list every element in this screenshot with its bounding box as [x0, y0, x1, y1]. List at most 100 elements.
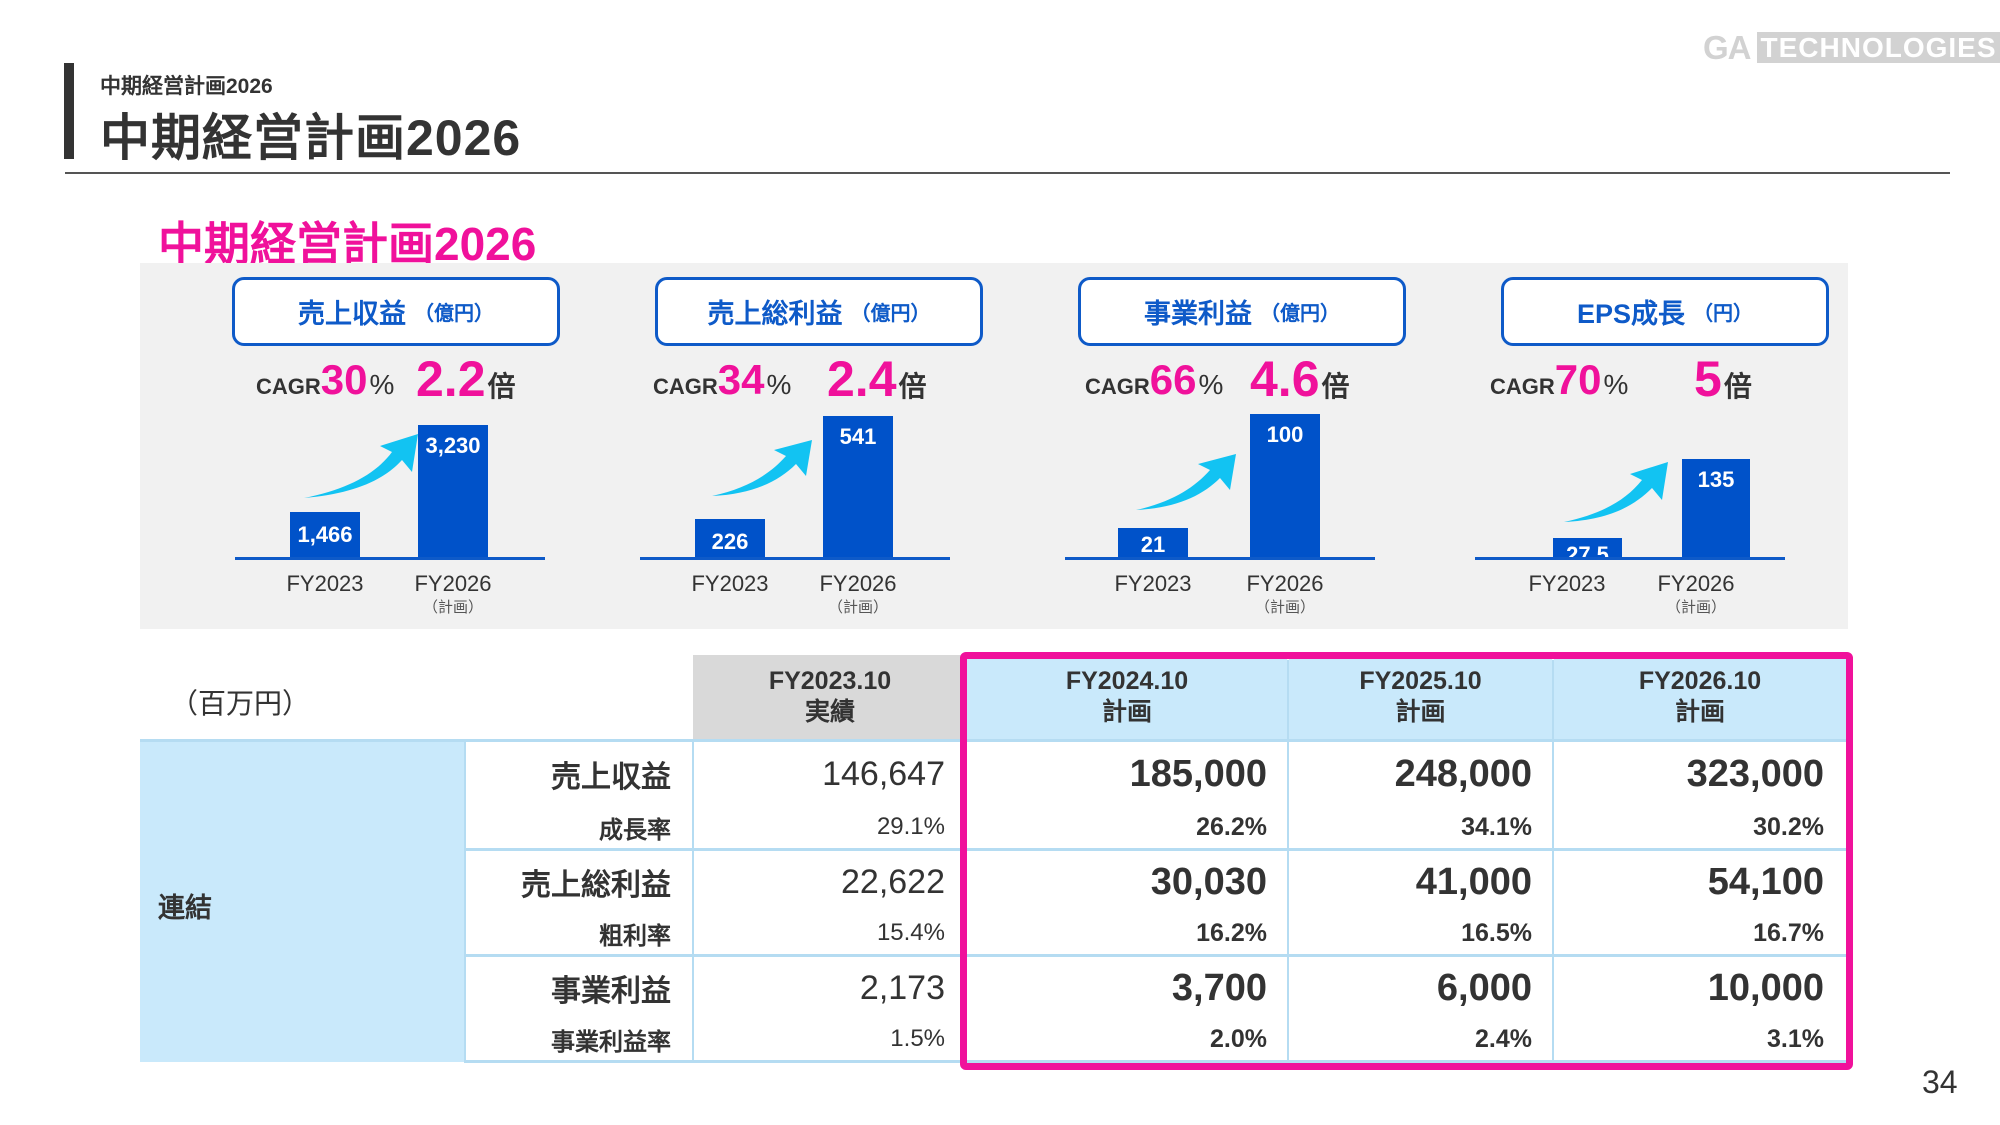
multiple-suffix: 倍 [1723, 371, 1752, 402]
kpi-unit: （円） [1693, 303, 1754, 325]
group-label-cell [140, 742, 464, 1062]
cagr-label: CAGR [256, 374, 321, 399]
value-fy2024: 3,700 [1171, 966, 1267, 1009]
value-fy2025: 248,000 [1394, 752, 1532, 795]
row-label: 事業利益率 [551, 1028, 671, 1056]
kpi-unit: （億円） [414, 303, 494, 325]
column-header-type: 計画 [1674, 698, 1725, 726]
multiple-value: 2.4 [827, 351, 897, 407]
bar-eps-fy2026: 135 [1682, 459, 1750, 557]
x-label-fy2026: FY2026 [1657, 571, 1735, 596]
value-fy2023: 15.4% [876, 919, 945, 946]
column-header-year: FY2026.10 [1638, 667, 1762, 695]
table-row-operating-margin: 事業利益率 1.5% 2.0% 2.4% 3.1% [464, 1018, 1846, 1060]
bar-operating-profit-fy2023: 21 [1118, 528, 1188, 557]
table-row-gross-profit: 売上総利益 22,622 30,030 41,000 54,100 [464, 851, 1846, 913]
value-fy2025: 6,000 [1436, 966, 1532, 1009]
cagr-revenue: CAGR 30% [256, 356, 394, 408]
value-fy2025: 16.5% [1461, 918, 1532, 947]
value-fy2024: 16.2% [1196, 918, 1267, 947]
value-fy2023: 146,647 [822, 754, 945, 793]
column-header-year: FY2023.10 [768, 667, 892, 695]
table-col-divider [692, 742, 694, 1062]
value-fy2024: 2.0% [1210, 1024, 1267, 1053]
value-fy2023: 29.1% [876, 813, 945, 840]
value-fy2024: 26.2% [1196, 812, 1267, 841]
row-label: 事業利益 [551, 975, 671, 1008]
cagr-label: CAGR [653, 374, 718, 399]
multiple-suffix: 倍 [487, 371, 516, 402]
cagr-operating-profit: CAGR 66% [1085, 356, 1223, 408]
kpi-label-revenue: 売上収益 （億円） [232, 277, 560, 346]
value-fy2026: 10,000 [1707, 966, 1824, 1009]
table-unit-label: （百万円） [170, 688, 311, 719]
bar-gross-profit-fy2023: 226 [695, 519, 765, 557]
multiple-suffix: 倍 [1321, 371, 1350, 402]
kpi-unit: （億円） [850, 303, 931, 325]
table-row-growth-rate: 成長率 29.1% 26.2% 34.1% 30.2% [464, 806, 1846, 848]
cagr-label: CAGR [1490, 374, 1555, 399]
multiple-gross-profit: 2.4 倍 [827, 350, 927, 408]
column-header-fy2026: FY2026.10 計画 [1554, 655, 1846, 739]
value-fy2024: 185,000 [1129, 752, 1267, 795]
table-col-divider [1552, 660, 1554, 1062]
growth-arrow-icon [1564, 462, 1668, 522]
column-header-type: 計画 [1395, 698, 1446, 726]
company-logo: GA TECHNOLOGIES [1703, 31, 2000, 64]
chart-baseline [1065, 557, 1375, 560]
row-label: 売上総利益 [521, 869, 671, 902]
table-header-line [140, 739, 1846, 742]
kpi-name: 売上総利益 [707, 299, 843, 329]
row-label: 売上収益 [551, 761, 671, 794]
column-header-fy2023: FY2023.10 実績 [693, 655, 967, 739]
x-label-fy2023: FY2023 [1114, 571, 1192, 596]
bar-eps-fy2023: 27.5 [1553, 538, 1622, 557]
value-fy2025: 34.1% [1461, 812, 1532, 841]
x-label-fy2026: FY2026 [1246, 571, 1324, 596]
chart-baseline [235, 557, 545, 560]
value-fy2026: 30.2% [1753, 812, 1824, 841]
table-row-operating-profit: 事業利益 2,173 3,700 6,000 10,000 [464, 957, 1846, 1019]
value-fy2025: 2.4% [1475, 1024, 1532, 1053]
value-fy2023: 2,173 [859, 968, 945, 1007]
growth-arrow-icon [304, 434, 418, 498]
table-bottom-line [464, 1060, 1846, 1063]
x-label-plan-note: （計画） [827, 599, 888, 616]
title-accent-bar [64, 63, 74, 159]
growth-arrow-icon [1136, 454, 1236, 510]
kpi-unit: （億円） [1260, 303, 1340, 325]
cagr-value: 70 [1554, 356, 1602, 403]
value-fy2026: 323,000 [1686, 752, 1824, 795]
row-label: 成長率 [599, 816, 671, 844]
kpi-name: 事業利益 [1144, 299, 1252, 329]
cagr-percent-sign: % [369, 369, 395, 400]
logo-technologies-text: TECHNOLOGIES [1756, 32, 2000, 63]
growth-arrow-icon [712, 440, 812, 496]
multiple-revenue: 2.2 倍 [416, 350, 516, 408]
x-label-fy2023: FY2023 [691, 571, 769, 596]
logo-ga-text: GA [1703, 29, 1751, 66]
multiple-suffix: 倍 [898, 371, 927, 402]
multiple-value: 2.2 [416, 351, 486, 407]
multiple-value: 4.6 [1250, 351, 1320, 407]
table-row-divider [464, 848, 1846, 851]
column-header-fy2025: FY2025.10 計画 [1289, 655, 1552, 739]
section-title: 中期経営計画2026 [158, 218, 537, 270]
value-fy2024: 30,030 [1150, 860, 1267, 903]
multiple-value: 5 [1694, 351, 1722, 407]
table-col-divider [464, 742, 466, 1062]
row-label: 粗利率 [599, 922, 671, 950]
chart-baseline [1475, 557, 1785, 560]
kpi-name: 売上収益 [298, 299, 406, 329]
x-label-plan-note: （計画） [422, 599, 483, 616]
page-number: 34 [1922, 1064, 1958, 1100]
x-label-fy2026: FY2026 [819, 571, 897, 596]
x-label-fy2026: FY2026 [414, 571, 492, 596]
cagr-label: CAGR [1085, 374, 1150, 399]
cagr-value: 66 [1149, 356, 1197, 403]
plan-highlight-box [960, 652, 1853, 1070]
cagr-percent-sign: % [1198, 369, 1224, 400]
column-header-type: 実績 [804, 698, 855, 726]
column-header-year: FY2025.10 [1359, 667, 1482, 695]
x-label-plan-note: （計画） [1665, 599, 1726, 616]
